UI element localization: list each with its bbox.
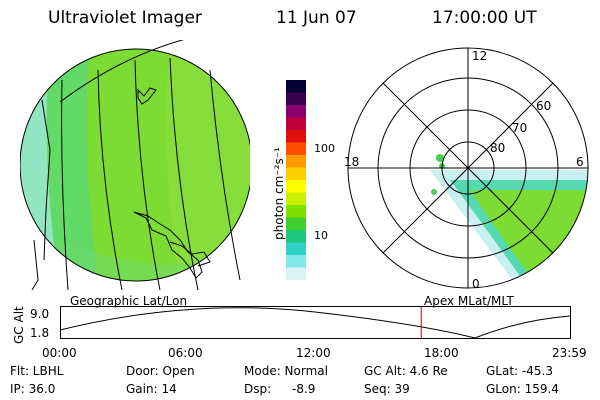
colorbar-tick-10: 10 (314, 229, 328, 242)
mlt-label-left: 18 (344, 155, 359, 169)
polar-plot: 12 6 0 18 60 70 80 (344, 47, 589, 291)
color-scale-bar (286, 80, 306, 281)
colorbar-unit-label: photon cm⁻²s⁻¹ (272, 147, 286, 240)
date-label: 11 Jun 07 (276, 8, 357, 28)
colorbar-swatch (286, 267, 306, 281)
colorbar-swatch (286, 80, 306, 93)
apex-panel-label: Apex MLat/MLT (424, 294, 514, 308)
colorbar-swatch (286, 117, 306, 131)
mlt-label-right: 6 (576, 155, 584, 169)
mode-info: Mode: Normal (244, 364, 328, 378)
filter-info: Flt: LBHL (10, 364, 64, 378)
colorbar-swatch (286, 130, 306, 143)
mlat-label-70: 70 (512, 121, 527, 135)
colorbar-swatch (286, 105, 306, 118)
altitude-ytick-1-8: 1.8 (30, 326, 50, 340)
altitude-plot (60, 306, 571, 339)
dsp-value: -8.9 (292, 382, 316, 396)
geographic-image (20, 40, 250, 290)
gc-alt-info: GC Alt: 4.6 Re (364, 364, 448, 378)
altitude-xtick-0000: 00:00 (42, 346, 77, 360)
altitude-xtick-0600: 06:00 (168, 346, 203, 360)
colorbar-swatch (286, 92, 306, 106)
colorbar-swatch (286, 167, 306, 181)
instrument-title: Ultraviolet Imager (48, 8, 202, 28)
glon-info: GLon: 159.4 (486, 382, 559, 396)
altitude-xtick-1800: 18:00 (424, 346, 459, 360)
altitude-xtick-2359: 23:59 (552, 346, 587, 360)
colorbar-swatch (286, 230, 306, 243)
ip-info: IP: 36.0 (10, 382, 56, 396)
gain-info: Gain: 14 (126, 382, 177, 396)
mlat-label-80: 80 (490, 141, 505, 155)
colorbar-swatch (286, 192, 306, 206)
glat-info: GLat: -45.3 (486, 364, 553, 378)
seq-info: Seq: 39 (364, 382, 410, 396)
altitude-plot-ylabel: GC Alt (12, 306, 26, 344)
colorbar-swatch (286, 205, 306, 218)
colorbar-swatch (286, 180, 306, 193)
door-info: Door: Open (126, 364, 195, 378)
colorbar-tick-100: 100 (314, 142, 335, 155)
colorbar-swatch (286, 142, 306, 156)
time-label: 17:00:00 UT (432, 8, 537, 28)
mlt-label-top: 12 (472, 49, 487, 63)
colorbar-swatch (286, 217, 306, 231)
altitude-ytick-9: 9.0 (30, 307, 50, 321)
dsp-label: Dsp: (244, 382, 272, 396)
mlt-label-bottom: 0 (472, 277, 480, 291)
geographic-panel-label: Geographic Lat/Lon (70, 294, 188, 308)
altitude-xtick-1200: 12:00 (296, 346, 331, 360)
colorbar-swatch (286, 242, 306, 256)
colorbar-swatch (286, 155, 306, 168)
mlat-label-60: 60 (536, 99, 551, 113)
colorbar-swatch (286, 255, 306, 268)
